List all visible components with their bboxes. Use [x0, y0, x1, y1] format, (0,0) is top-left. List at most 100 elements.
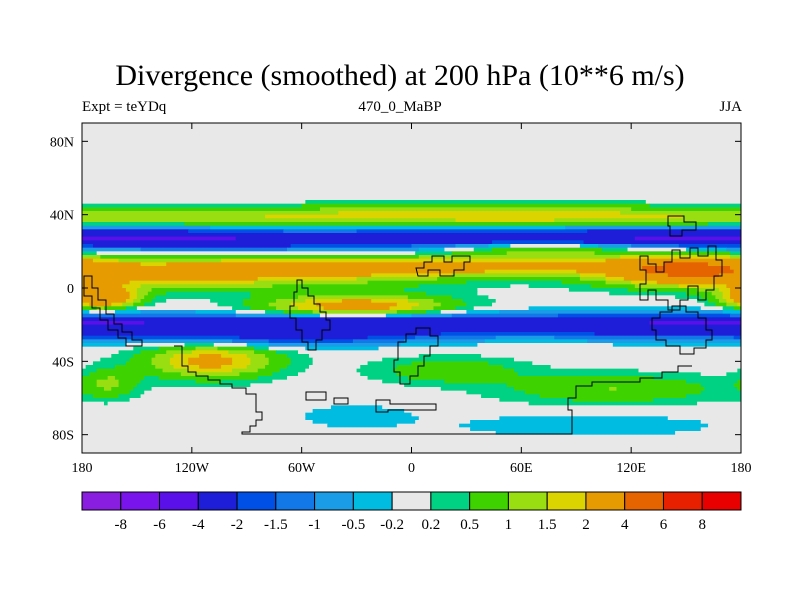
field-cell [107, 401, 530, 406]
field-cell [232, 339, 270, 344]
colorbar-label: 1 [505, 517, 513, 533]
field-cell [188, 361, 233, 366]
field-cell [440, 387, 515, 392]
field-cell [147, 291, 167, 296]
field-cell [319, 313, 387, 318]
field-cell [268, 343, 402, 348]
field-cell [82, 401, 105, 406]
field-cell [199, 365, 222, 370]
field-cell [239, 335, 369, 340]
field-cell [166, 350, 193, 355]
field-cell [265, 365, 288, 370]
field-cell [195, 310, 237, 315]
field-cell [492, 247, 603, 252]
field-cell [656, 280, 741, 285]
field-cell [697, 299, 709, 304]
field-cell [576, 269, 647, 274]
field-cell [213, 343, 248, 348]
field-cell [634, 284, 680, 289]
field-cell [678, 284, 727, 289]
field-cell [719, 299, 727, 304]
field-cell [356, 277, 438, 282]
field-cell [396, 310, 427, 315]
field-cell [590, 284, 636, 289]
field-cell [686, 291, 713, 296]
field-cell [82, 288, 127, 293]
field-cell [272, 379, 383, 384]
field-cell [246, 365, 266, 370]
field-cell [129, 390, 145, 395]
field-cell [92, 244, 292, 249]
field-cell [418, 255, 621, 260]
field-cell [217, 302, 244, 307]
field-cell [620, 255, 731, 260]
field-cell [440, 332, 596, 337]
colorbar-label: -1.5 [264, 517, 288, 533]
field-cell [572, 398, 654, 403]
field-cell [92, 258, 120, 263]
coastline-pacific-east [83, 275, 143, 347]
field-cell [250, 357, 270, 362]
field-cell [367, 361, 413, 366]
field-cell [426, 291, 478, 296]
field-cell [495, 431, 676, 436]
field-cell [140, 379, 197, 384]
field-cell [477, 291, 610, 296]
field-cell [144, 295, 156, 300]
field-cell [715, 302, 727, 307]
field-cell [330, 405, 383, 410]
field-cell [360, 365, 398, 370]
field-cell [462, 299, 497, 304]
field-cell [605, 277, 625, 282]
field-cell [382, 405, 741, 410]
field-cell [103, 387, 112, 392]
field-cell [305, 412, 413, 417]
field-cell [492, 302, 705, 307]
field-cell [396, 302, 420, 307]
field-cell [129, 280, 255, 285]
field-cell [82, 192, 741, 197]
field-cell [129, 295, 138, 300]
field-cell [232, 357, 252, 362]
field-cell [239, 372, 273, 377]
field-cell [730, 291, 741, 296]
field-cell [140, 284, 273, 289]
field-cell [411, 306, 435, 311]
field-cell [697, 401, 741, 406]
field-cell [704, 387, 738, 392]
field-cell [133, 346, 160, 351]
field-cell [631, 280, 658, 285]
field-cell [103, 401, 109, 406]
field-cell [514, 357, 741, 362]
field-cell [82, 324, 741, 329]
field-cell [686, 394, 741, 399]
field-cell [243, 302, 270, 307]
field-cell [144, 321, 651, 326]
field-cell [481, 394, 541, 399]
field-cell [82, 196, 741, 201]
field-cell [82, 280, 131, 285]
field-cell [82, 229, 189, 234]
field-cell [470, 427, 702, 432]
field-cell [730, 255, 741, 260]
colorbar-label: -0.5 [341, 517, 365, 533]
field-cell [257, 376, 288, 381]
field-cell [82, 387, 105, 392]
field-cell [404, 383, 508, 388]
season-label: JJA [719, 99, 742, 115]
field-cell [298, 350, 741, 355]
field-cell [158, 346, 197, 351]
field-cell [82, 372, 90, 377]
colorbar-label: 1.5 [538, 517, 557, 533]
field-cell [82, 163, 741, 168]
field-cell [82, 200, 306, 205]
field-cell [733, 306, 741, 311]
field-cell [418, 247, 446, 252]
field-cell [708, 262, 741, 267]
field-cell [290, 302, 317, 307]
field-cell [82, 339, 233, 344]
field-cell [312, 357, 383, 362]
field-cell [82, 207, 321, 212]
field-cell [440, 310, 468, 315]
field-cell [89, 372, 182, 377]
